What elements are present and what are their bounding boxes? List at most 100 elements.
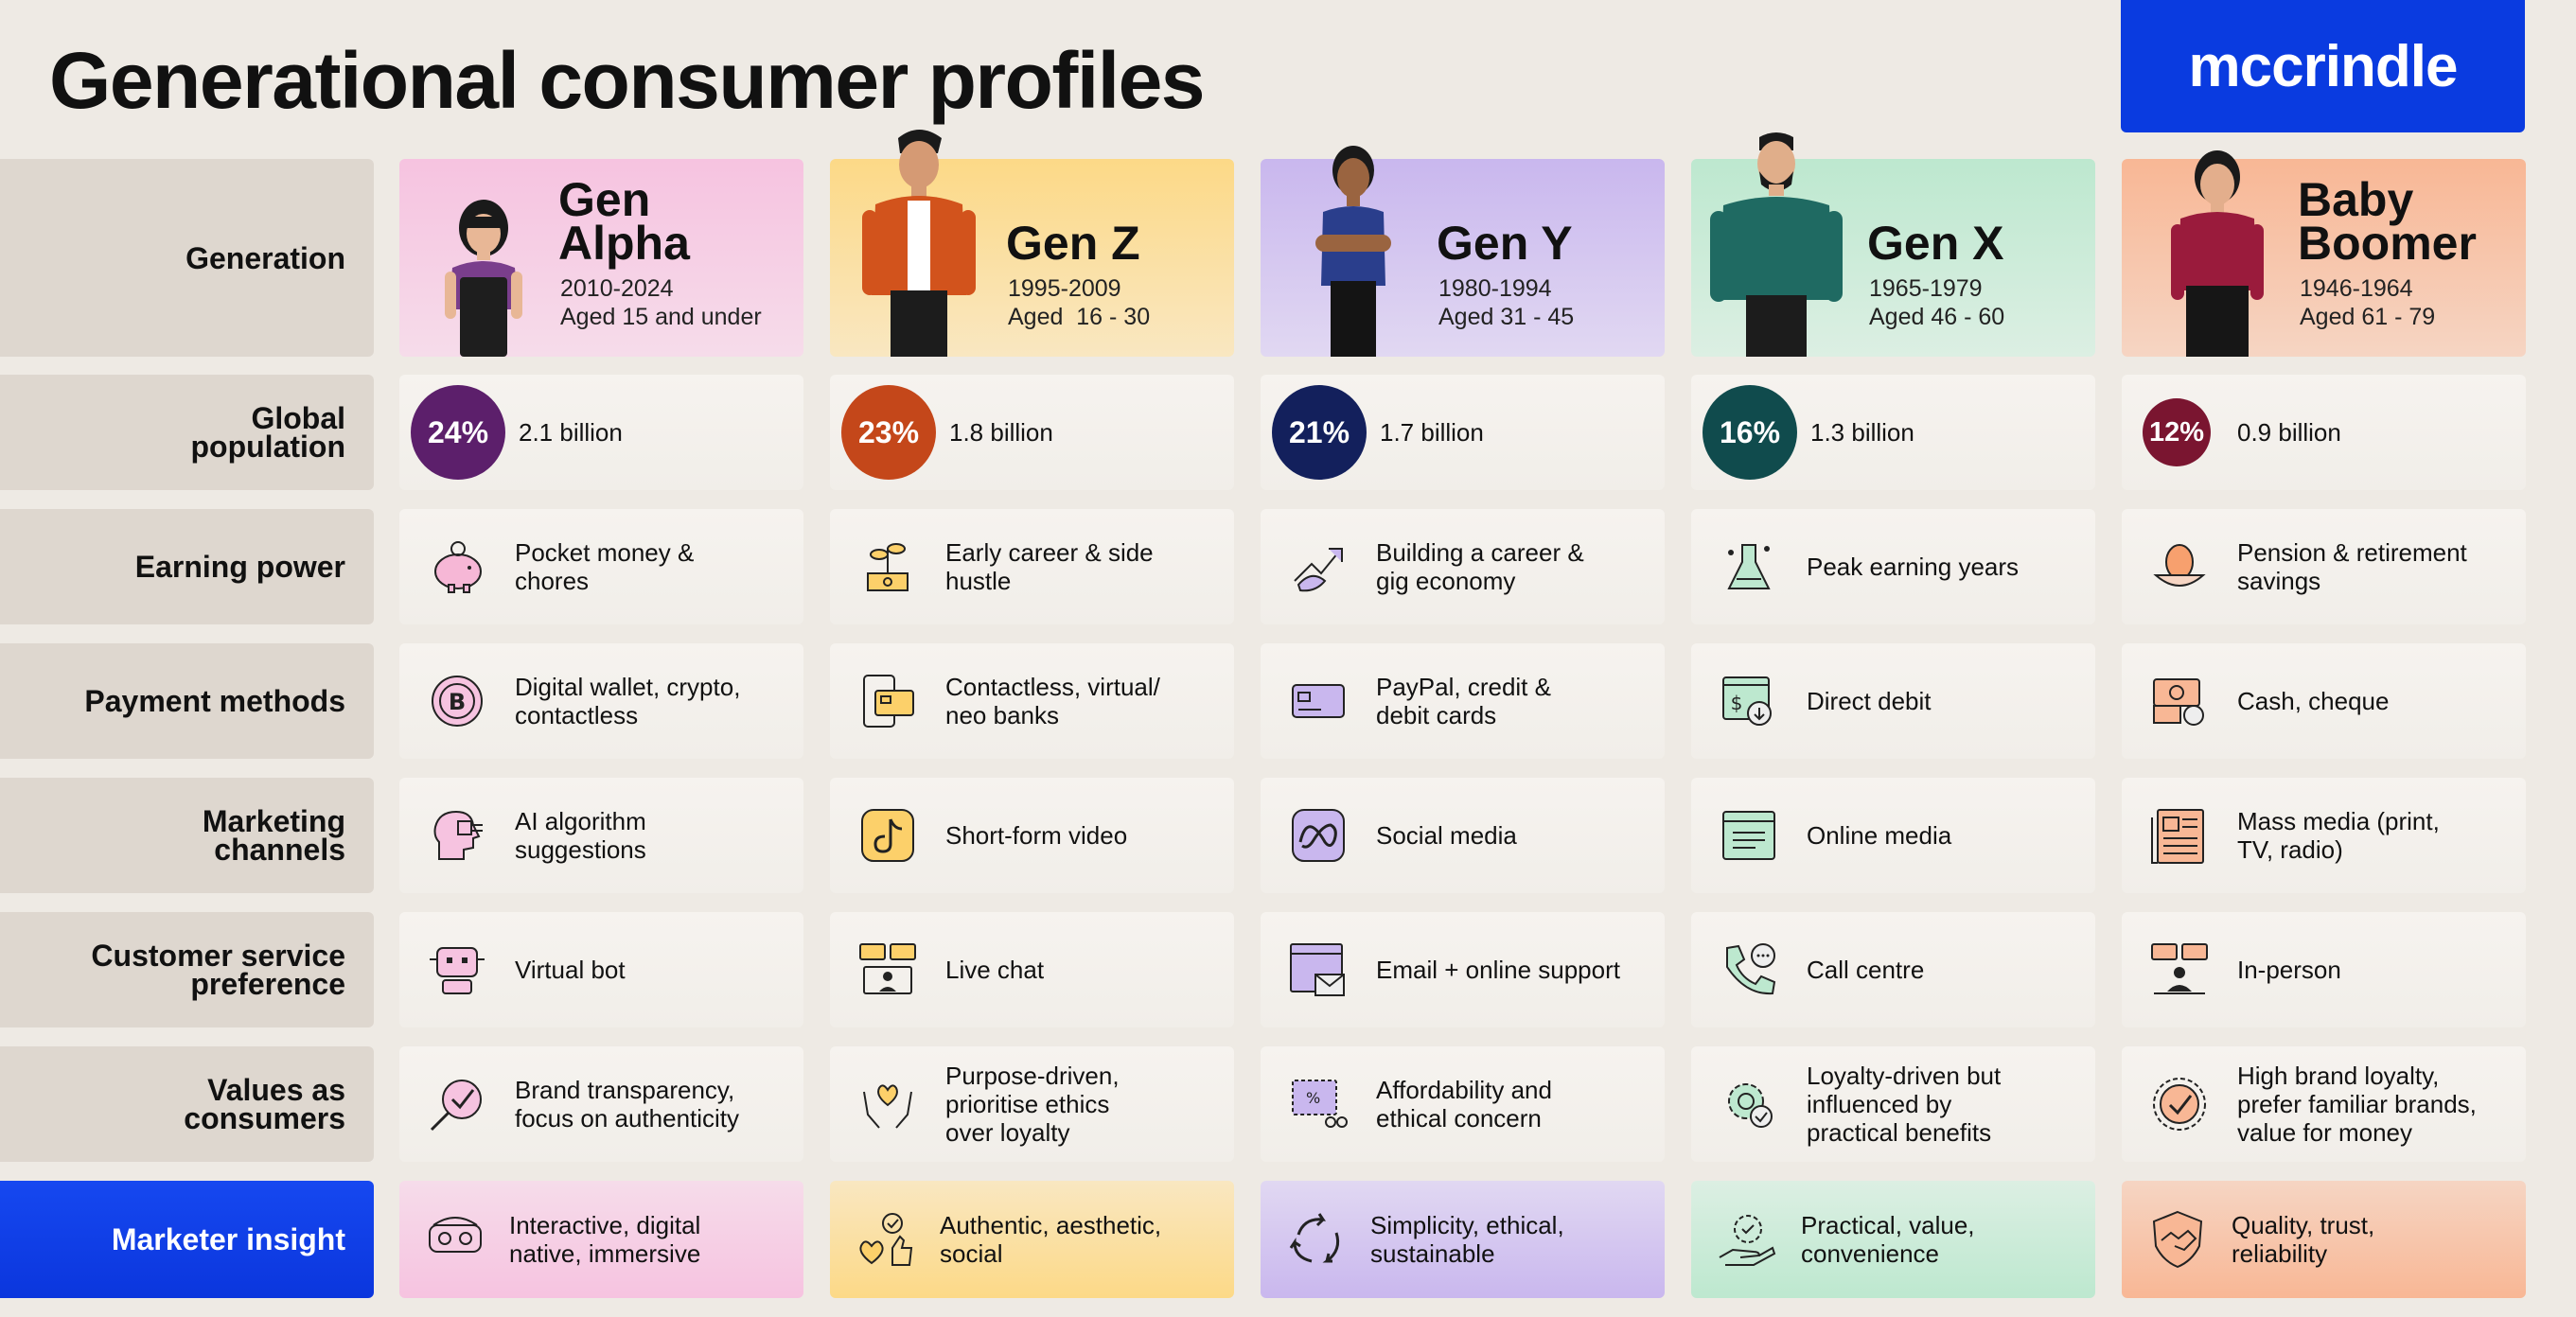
gen-x-marketing-cell: Online media: [1691, 778, 2095, 893]
gen-alpha-insight-cell: Interactive, digital native, immersive: [399, 1181, 803, 1298]
gen-z-name: Gen Z: [1006, 217, 1140, 270]
svg-text:B: B: [449, 689, 466, 715]
laptop-plant-icon: [855, 534, 921, 600]
dollar-download-icon: $: [1716, 668, 1782, 734]
row-label-generation: Generation: [0, 159, 374, 357]
newspaper-icon: [2146, 802, 2213, 869]
browser-mail-icon: [1285, 937, 1351, 1003]
handshake-arrow-icon: [1285, 534, 1351, 600]
gen-z-values: Purpose-driven, prioritise ethics over l…: [945, 1062, 1120, 1147]
gen-alpha-service-cell: Virtual bot: [399, 912, 803, 1027]
badge-check-icon: [2146, 1071, 2213, 1137]
svg-text:%: %: [1306, 1089, 1320, 1107]
boomer-payment-cell: Cash, cheque: [2122, 643, 2526, 759]
gen-alpha-service: Virtual bot: [515, 956, 626, 984]
ai-head-icon: [424, 802, 490, 869]
robot-icon: [424, 937, 490, 1003]
gen-x-service-cell: Call centre: [1691, 912, 2095, 1027]
gen-alpha-earning: Pocket money & chores: [515, 538, 695, 595]
flask-icon: [1716, 534, 1782, 600]
gen-z-marketing-cell: Short-form video: [830, 778, 1234, 893]
shield-handshake-icon: [2144, 1206, 2211, 1273]
gen-x-service: Call centre: [1807, 956, 1925, 984]
gen-y-age: Aged 31 - 45: [1438, 304, 1575, 330]
mccrindle-logo: mccrindle: [2121, 0, 2525, 132]
gen-alpha-payment-cell: B Digital wallet, crypto, contactless: [399, 643, 803, 759]
boomer-values-cell: High brand loyalty, prefer familiar bran…: [2122, 1046, 2526, 1162]
gen-z-payment-cell: Contactless, virtual/ neo banks: [830, 643, 1234, 759]
gen-x-person-illustration: [1710, 132, 1843, 357]
gen-x-pct-badge: 16%: [1703, 385, 1797, 480]
boomer-person-illustration: [2171, 150, 2264, 357]
boomer-name: Baby Boomer: [2298, 173, 2477, 270]
phone-call-icon: [1716, 937, 1782, 1003]
gen-x-insight: Practical, value, convenience: [1801, 1211, 1975, 1268]
gen-z-person-illustration: [862, 130, 976, 357]
gen-z-payment: Contactless, virtual/ neo banks: [945, 673, 1160, 729]
gear-check-icon: [1716, 1071, 1782, 1137]
gen-x-payment: Direct debit: [1807, 687, 1932, 715]
gen-x-name: Gen X: [1867, 217, 2004, 270]
boomer-earning-cell: Pension & retirement savings: [2122, 509, 2526, 624]
vr-headset-icon: [422, 1206, 488, 1273]
gen-z-service-cell: Live chat: [830, 912, 1234, 1027]
gen-y-payment-cell: PayPal, credit & debit cards: [1261, 643, 1665, 759]
gen-alpha-insight: Interactive, digital native, immersive: [509, 1211, 701, 1268]
gen-alpha-population-cell: 24% 2.1 billion: [399, 375, 803, 490]
row-label-population: Global population: [0, 375, 374, 490]
web-page-icon: [1716, 802, 1782, 869]
gen-y-earning: Building a career & gig economy: [1376, 538, 1584, 595]
credit-card-icon: [1285, 668, 1351, 734]
heart-thumbs-icon: [853, 1206, 919, 1273]
gen-x-earning-cell: Peak earning years: [1691, 509, 2095, 624]
gen-alpha-population: 2.1 billion: [519, 418, 623, 447]
gen-x-payment-cell: $ Direct debit: [1691, 643, 2095, 759]
gen-x-earning: Peak earning years: [1807, 553, 2020, 581]
row-label-insight: Marketer insight: [0, 1181, 374, 1298]
gen-y-years: 1980-1994: [1438, 275, 1552, 302]
gen-alpha-payment: Digital wallet, crypto, contactless: [515, 673, 741, 729]
gen-z-insight: Authentic, aesthetic, social: [940, 1211, 1162, 1268]
magnifier-check-icon: [424, 1071, 490, 1137]
boomer-pct-badge: 12%: [2143, 398, 2211, 466]
gen-y-service-cell: Email + online support: [1261, 912, 1665, 1027]
boomer-payment: Cash, cheque: [2237, 687, 2390, 715]
hand-gear-icon: [1714, 1206, 1780, 1273]
row-label-values: Values as consumers: [0, 1046, 374, 1162]
gen-z-insight-cell: Authentic, aesthetic, social: [830, 1181, 1234, 1298]
gen-z-values-cell: Purpose-driven, prioritise ethics over l…: [830, 1046, 1234, 1162]
gen-z-service: Live chat: [945, 956, 1045, 984]
gen-alpha-pct-badge: 24%: [411, 385, 505, 480]
in-person-icon: [2146, 937, 2213, 1003]
boomer-population-cell: 12% 0.9 billion: [2122, 375, 2526, 490]
boomer-years: 1946-1964: [2300, 275, 2413, 302]
gen-x-marketing: Online media: [1807, 821, 1952, 850]
gen-y-marketing: Social media: [1376, 821, 1517, 850]
boomer-service-cell: In-person: [2122, 912, 2526, 1027]
gen-alpha-earning-cell: Pocket money & chores: [399, 509, 803, 624]
gen-alpha-person-illustration: [445, 200, 522, 357]
gen-alpha-marketing-cell: AI algorithm suggestions: [399, 778, 803, 893]
tiktok-icon: [855, 802, 921, 869]
page-title: Generational consumer profiles: [49, 36, 1206, 125]
boomer-header: Baby Boomer 1946-1964 Aged 61 - 79: [2122, 150, 2526, 357]
gen-y-values-cell: % Affordability and ethical concern: [1261, 1046, 1665, 1162]
gen-y-name: Gen Y: [1437, 217, 1573, 270]
gen-y-insight: Simplicity, ethical, sustainable: [1370, 1211, 1564, 1268]
chat-bubbles-icon: [855, 937, 921, 1003]
row-label-marketing: Marketing channels: [0, 778, 374, 893]
gen-z-population: 1.8 billion: [949, 418, 1053, 447]
gen-z-earning-cell: Early career & side hustle: [830, 509, 1234, 624]
gen-x-values: Loyalty-driven but influenced by practic…: [1807, 1062, 2002, 1147]
gen-x-years: 1965-1979: [1869, 275, 1983, 302]
row-label-earning: Earning power: [0, 509, 374, 624]
gen-y-pct-badge: 21%: [1272, 385, 1367, 480]
gen-alpha-age: Aged 15 and under: [560, 304, 762, 330]
gen-y-values: Affordability and ethical concern: [1376, 1076, 1552, 1133]
gen-alpha-name: Gen Alpha: [558, 173, 690, 270]
gen-alpha-values: Brand transparency, focus on authenticit…: [515, 1076, 740, 1133]
crypto-coin-icon: B: [424, 668, 490, 734]
gen-z-header: Gen Z 1995-2009 Aged 16 - 30: [830, 130, 1234, 357]
gen-y-payment: PayPal, credit & debit cards: [1376, 673, 1551, 729]
gen-y-population: 1.7 billion: [1380, 418, 1484, 447]
